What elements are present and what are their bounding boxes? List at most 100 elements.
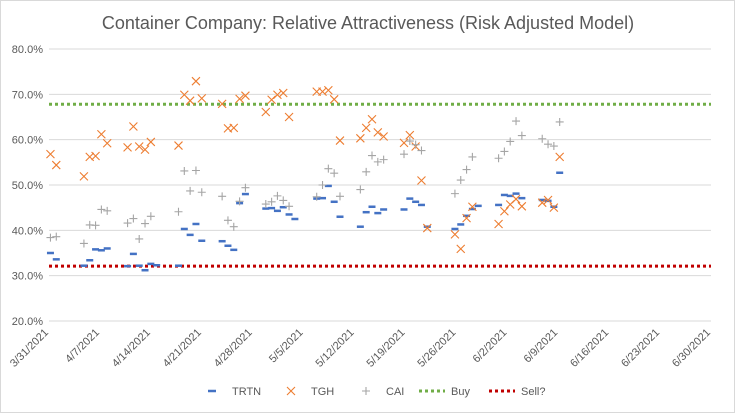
tgh-point	[361, 123, 371, 133]
cai-point	[456, 176, 465, 185]
tgh-point	[123, 142, 132, 152]
y-tick-label: 80.0%	[12, 44, 43, 56]
legend-label-sell: Sell?	[521, 386, 545, 398]
cai-point	[186, 186, 195, 195]
tgh-point	[329, 94, 339, 104]
tgh-point	[235, 94, 244, 104]
cai-point	[103, 206, 112, 215]
tgh-point	[500, 206, 509, 216]
cai-point	[555, 117, 564, 126]
tgh-point	[140, 145, 150, 155]
cai-point	[373, 157, 382, 166]
cai-point	[279, 196, 288, 205]
tgh-point	[102, 138, 112, 148]
cai-point	[312, 192, 321, 201]
tgh-point	[174, 141, 183, 150]
y-tick-label: 60.0%	[12, 135, 43, 147]
cai-point	[267, 197, 276, 206]
cai-point	[494, 154, 503, 163]
cai-point	[235, 197, 244, 206]
cai-point	[146, 212, 155, 221]
tgh-point	[96, 129, 106, 139]
cai-point	[379, 155, 388, 164]
cai-point	[180, 166, 189, 175]
cai-point	[517, 131, 526, 140]
tgh-point	[241, 91, 250, 101]
x-tick-label: 4/14/2021	[110, 327, 153, 370]
tgh-point	[134, 142, 144, 151]
tgh-point	[185, 96, 195, 106]
cai-point	[135, 234, 144, 243]
cai-point	[468, 152, 477, 161]
tgh-point	[46, 149, 55, 159]
tgh-point	[537, 198, 547, 208]
x-tick-label: 5/19/2021	[364, 327, 407, 370]
y-tick-label: 50.0%	[12, 180, 43, 192]
tgh-point	[284, 112, 294, 122]
tgh-point	[462, 213, 471, 223]
y-tick-label: 20.0%	[12, 316, 43, 328]
tgh-point	[278, 88, 288, 98]
cai-point	[405, 137, 414, 146]
tgh-point	[191, 76, 201, 86]
x-tick-label: 5/26/2021	[415, 327, 458, 370]
legend-label-buy: Buy	[451, 386, 470, 398]
y-tick-label: 40.0%	[12, 225, 43, 237]
cai-point	[79, 239, 88, 248]
tgh-point	[146, 137, 156, 147]
cai-point	[544, 140, 553, 149]
tgh-point	[355, 133, 365, 143]
tgh-point	[417, 176, 426, 185]
x-tick-label: 6/16/2021	[568, 327, 611, 370]
cai-point	[241, 183, 250, 192]
gridlines	[49, 48, 711, 322]
cai-point	[318, 181, 327, 189]
cai-point	[549, 142, 558, 151]
tgh-point	[51, 160, 61, 170]
x-axis-ticks: 3/31/2021 4/7/2021 4/14/2021 4/21/2021 4/28/…	[8, 327, 713, 370]
x-tick-label: 6/30/2021	[670, 327, 713, 370]
tgh-point	[335, 136, 345, 145]
cai-point	[367, 151, 376, 160]
cai-point	[52, 232, 61, 241]
tgh-point	[422, 223, 432, 233]
cai-point	[362, 167, 371, 176]
cai-point	[261, 200, 270, 209]
tgh-point	[261, 107, 271, 117]
cai-point	[462, 165, 471, 174]
x-tick-label: 5/12/2021	[314, 327, 357, 370]
tgh-point	[373, 128, 383, 137]
tgh-point	[379, 132, 389, 141]
cai-point	[400, 150, 409, 159]
tgh-point	[399, 138, 409, 148]
cai-point	[330, 169, 339, 178]
cai-point	[356, 185, 365, 194]
cai-point	[450, 189, 459, 198]
tgh-point	[229, 123, 239, 133]
cai-point	[324, 164, 333, 173]
cai-point	[538, 134, 547, 143]
data-marks	[46, 76, 565, 272]
tgh-point	[549, 203, 559, 213]
tgh-point	[517, 201, 527, 211]
x-tick-label: 6/23/2021	[619, 327, 662, 370]
tgh-point	[267, 95, 276, 105]
tgh-point	[367, 114, 377, 124]
tgh-point	[128, 122, 138, 131]
x-tick-label: 4/21/2021	[161, 327, 204, 370]
cai-point	[500, 147, 509, 156]
cai-point	[197, 188, 206, 197]
cai-point	[218, 192, 227, 201]
legend-label-tgh: TGH	[311, 386, 334, 398]
x-tick-label: 3/31/2021	[8, 327, 51, 370]
cai-point	[97, 205, 106, 214]
tgh-point	[197, 94, 207, 103]
cai-point	[417, 146, 426, 155]
legend-label-trtn: TRTN	[232, 386, 261, 398]
legend-label-cai: CAI	[386, 386, 404, 398]
y-axis-ticks: 20.0% 30.0% 40.0% 50.0% 60.0% 70.0% 80.0%	[12, 44, 43, 328]
tgh-point	[91, 151, 100, 161]
cai-point	[411, 140, 420, 149]
